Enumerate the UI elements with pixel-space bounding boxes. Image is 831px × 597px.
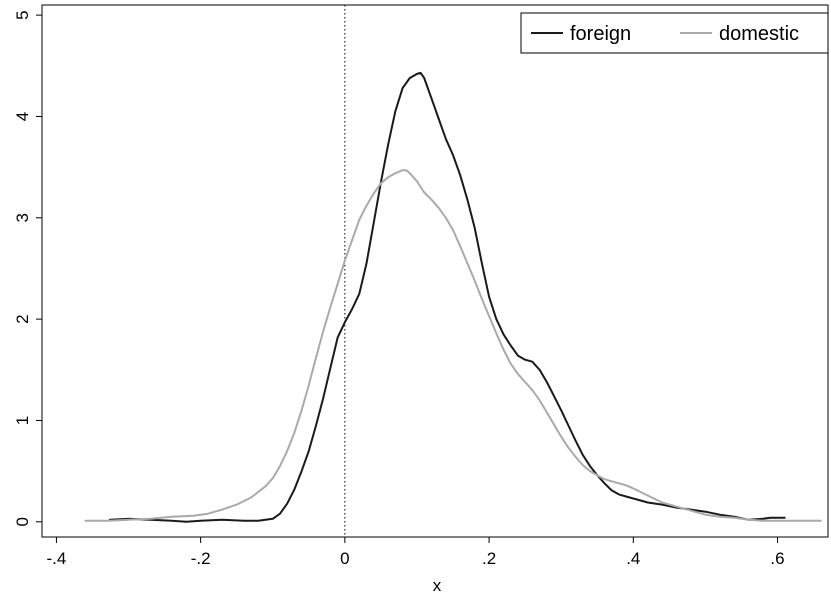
series-line-domestic — [84, 169, 822, 522]
y-tick-label-5: 5 — [13, 10, 32, 19]
legend: foreign domestic — [520, 12, 829, 54]
x-tick-label-3: .2 — [482, 549, 496, 568]
x-tick-label-2: 0 — [340, 549, 349, 568]
x-tick-label-5: .6 — [770, 549, 784, 568]
legend-label-domestic: domestic — [719, 23, 799, 45]
y-axis: 0 1 2 3 4 5 — [13, 10, 42, 527]
series-line-foreign — [108, 71, 786, 523]
x-tick-label-4: .4 — [626, 549, 640, 568]
legend-label-foreign: foreign — [570, 23, 631, 45]
legend-box — [520, 12, 829, 54]
x-tick-label-1: -.2 — [191, 549, 211, 568]
plot-area — [41, 4, 829, 538]
y-tick-label-1: 1 — [13, 416, 32, 425]
x-axis: -.4 -.2 0 .2 .4 .6 — [47, 537, 785, 568]
x-tick-label-0: -.4 — [47, 549, 67, 568]
series-lines — [84, 71, 822, 523]
y-tick-label-0: 0 — [13, 517, 32, 526]
y-tick-label-4: 4 — [13, 112, 32, 121]
x-axis-label: x — [433, 576, 442, 595]
y-tick-label-3: 3 — [13, 213, 32, 222]
y-tick-label-2: 2 — [13, 314, 32, 323]
